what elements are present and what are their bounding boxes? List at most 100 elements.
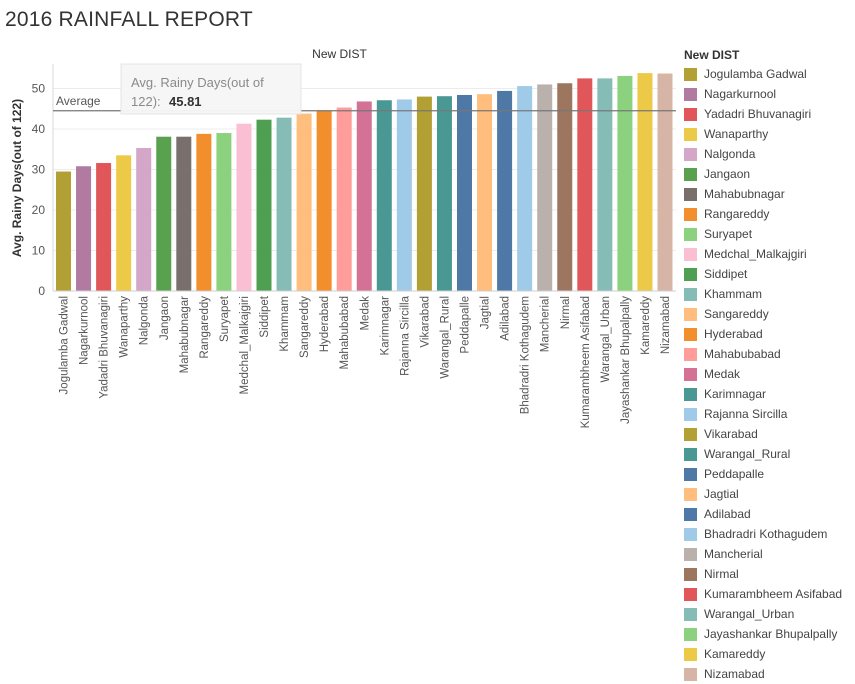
legend-swatch bbox=[684, 567, 697, 581]
legend-item[interactable]: Rangareddy bbox=[684, 204, 854, 224]
legend-item[interactable]: Jogulamba Gadwal bbox=[684, 64, 854, 84]
bar bbox=[236, 123, 252, 291]
legend-swatch bbox=[684, 227, 697, 241]
legend-label: Jayashankar Bhupalpally bbox=[704, 627, 838, 641]
legend-item[interactable]: Khammam bbox=[684, 284, 854, 304]
legend-items: Jogulamba Gadwal Nagarkurnool Yadadri Bhuv… bbox=[684, 64, 854, 684]
legend-swatch bbox=[684, 367, 697, 381]
legend-swatch bbox=[684, 447, 697, 461]
bar bbox=[436, 96, 452, 291]
legend-swatch bbox=[684, 127, 697, 141]
x-tick-label: Nirmal bbox=[560, 296, 572, 329]
legend-item[interactable]: Kamareddy bbox=[684, 644, 854, 664]
x-tick-label: Rangareddy bbox=[199, 296, 211, 359]
legend-item[interactable]: Sangareddy bbox=[684, 304, 854, 324]
legend-item[interactable]: Jangaon bbox=[684, 164, 854, 184]
legend-item[interactable]: Medchal_Malkajgiri bbox=[684, 244, 854, 264]
legend-item[interactable]: Suryapet bbox=[684, 224, 854, 244]
legend-label: Warangal_Urban bbox=[704, 607, 795, 621]
legend-swatch bbox=[684, 607, 697, 621]
legend-swatch bbox=[684, 247, 697, 261]
legend-swatch bbox=[684, 147, 697, 161]
x-tick-label: Warangal_Rural bbox=[439, 296, 451, 379]
legend-item[interactable]: Bhadradri Kothagudem bbox=[684, 524, 854, 544]
legend-item[interactable]: Mahabubnagar bbox=[684, 184, 854, 204]
x-tick-label: Siddipet bbox=[259, 295, 271, 337]
legend-label: Warangal_Rural bbox=[704, 447, 791, 461]
legend-label: Khammam bbox=[704, 287, 763, 301]
bar bbox=[657, 73, 673, 291]
page-title: 2016 RAINFALL REPORT bbox=[5, 8, 253, 31]
legend-label: Nirmal bbox=[704, 567, 739, 581]
legend-swatch bbox=[684, 467, 697, 481]
legend-item[interactable]: Vikarabad bbox=[684, 424, 854, 444]
bar bbox=[256, 119, 272, 291]
legend-item[interactable]: Peddapalle bbox=[684, 464, 854, 484]
legend-item[interactable]: Nizamabad bbox=[684, 664, 854, 684]
legend-item[interactable]: Nagarkurnool bbox=[684, 84, 854, 104]
bar bbox=[116, 155, 132, 291]
legend-label: Peddapalle bbox=[704, 467, 765, 481]
legend-item[interactable]: Mancherial bbox=[684, 544, 854, 564]
x-tick-label: Jayashankar Bhupalpally bbox=[620, 296, 632, 424]
bar bbox=[216, 133, 232, 291]
legend-item[interactable]: Adilabad bbox=[684, 504, 854, 524]
legend-swatch bbox=[684, 527, 697, 541]
legend-label: Kamareddy bbox=[704, 647, 766, 661]
legend-swatch bbox=[684, 307, 697, 321]
bar bbox=[396, 99, 412, 291]
x-tick-label: Vikarabad bbox=[419, 296, 431, 348]
legend-swatch bbox=[684, 107, 697, 121]
legend-item[interactable]: Kumarambheem Asifabad bbox=[684, 584, 854, 604]
bar bbox=[637, 73, 653, 291]
x-tick-label: Kamareddy bbox=[640, 296, 652, 355]
bar bbox=[497, 90, 513, 292]
y-tick-label: 20 bbox=[32, 203, 46, 217]
legend-title: New DIST bbox=[684, 48, 740, 62]
legend-item[interactable]: Karimnagar bbox=[684, 384, 854, 404]
legend-item[interactable]: Hyderabad bbox=[684, 324, 854, 344]
legend-swatch bbox=[684, 387, 697, 401]
legend-item[interactable]: Nirmal bbox=[684, 564, 854, 584]
legend-item[interactable]: Warangal_Rural bbox=[684, 444, 854, 464]
y-tick-label: 30 bbox=[32, 163, 46, 177]
legend-item[interactable]: Wanaparthy bbox=[684, 124, 854, 144]
legend-item[interactable]: Medak bbox=[684, 364, 854, 384]
legend-label: Siddipet bbox=[704, 267, 748, 281]
legend-label: Nizamabad bbox=[704, 667, 765, 681]
legend-swatch bbox=[684, 427, 697, 441]
bar bbox=[477, 94, 493, 291]
bar bbox=[176, 136, 192, 291]
bar bbox=[617, 75, 633, 291]
legend-item[interactable]: Jagtial bbox=[684, 484, 854, 504]
legend-item[interactable]: Siddipet bbox=[684, 264, 854, 284]
legend: New DIST Jogulamba Gadwal Nagarkurnool Yad… bbox=[684, 46, 854, 684]
legend-item[interactable]: Nalgonda bbox=[684, 144, 854, 164]
x-tick-label: Adilabad bbox=[500, 296, 512, 341]
legend-label: Kumarambheem Asifabad bbox=[704, 587, 843, 601]
legend-label: Rajanna Sircilla bbox=[704, 407, 788, 421]
y-tick-label: 40 bbox=[32, 122, 46, 136]
legend-label: Mahabubabad bbox=[704, 347, 781, 361]
legend-item[interactable]: Rajanna Sircilla bbox=[684, 404, 854, 424]
x-tick-label: Nizamabad bbox=[660, 296, 672, 354]
bar bbox=[76, 166, 92, 291]
legend-item[interactable]: Yadadri Bhuvanagiri bbox=[684, 104, 854, 124]
x-tick-label: Kumarambheem Asifabad bbox=[580, 296, 592, 428]
x-tick-label: Mancherial bbox=[540, 296, 552, 352]
legend-label: Medchal_Malkajgiri bbox=[704, 247, 807, 261]
x-tick-label: Medak bbox=[359, 296, 371, 331]
bar bbox=[537, 84, 553, 291]
legend-item[interactable]: Mahabubabad bbox=[684, 344, 854, 364]
legend-label: Adilabad bbox=[704, 507, 751, 521]
bar bbox=[336, 107, 352, 291]
legend-swatch bbox=[684, 187, 697, 201]
bar bbox=[577, 78, 593, 291]
legend-swatch bbox=[684, 167, 697, 181]
legend-item[interactable]: Warangal_Urban bbox=[684, 604, 854, 624]
bar bbox=[356, 101, 372, 292]
legend-item[interactable]: Jayashankar Bhupalpally bbox=[684, 624, 854, 644]
legend-swatch bbox=[684, 287, 697, 301]
legend-swatch bbox=[684, 647, 697, 661]
legend-label: Sangareddy bbox=[704, 307, 769, 321]
